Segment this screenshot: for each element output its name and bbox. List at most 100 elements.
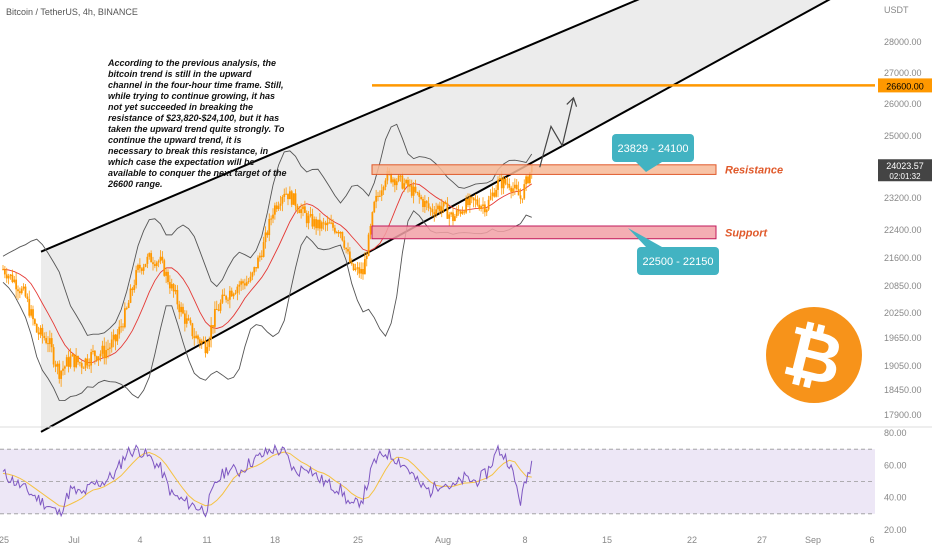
candle-body	[461, 211, 464, 214]
candle-body	[333, 227, 336, 233]
candle-body	[425, 201, 428, 204]
candle-body	[114, 334, 117, 342]
support-callout-tail	[628, 228, 662, 247]
candle-body	[63, 366, 66, 369]
price-axis-tick: 20850.00	[884, 281, 922, 291]
candle-body	[140, 268, 143, 271]
candle-body	[189, 320, 192, 324]
candle-body	[122, 326, 124, 328]
candle-body	[373, 201, 376, 213]
candle-body	[116, 334, 119, 342]
candle-body	[213, 308, 216, 327]
candle-body	[33, 319, 36, 324]
candle-body	[125, 307, 128, 309]
candle-body	[240, 281, 243, 285]
chart-symbol-header: Bitcoin / TetherUS, 4h, BINANCE	[6, 7, 138, 17]
candle-body	[433, 212, 436, 215]
candle-body	[452, 212, 454, 221]
candle-body	[281, 196, 284, 204]
candle-body	[204, 340, 207, 354]
candle-body	[489, 196, 492, 200]
candle-body	[317, 219, 319, 229]
support-callout-text: 22500 - 22150	[643, 256, 714, 268]
candle-body	[285, 193, 288, 195]
candle-body	[446, 203, 449, 219]
support-callout[interactable]	[637, 247, 719, 275]
candle-body	[243, 283, 246, 286]
support-label: Support	[725, 228, 768, 240]
candle-body	[337, 231, 340, 234]
candle-body	[303, 206, 306, 214]
candle-body	[161, 256, 164, 261]
candle-body	[414, 186, 417, 192]
candle-body	[275, 205, 278, 210]
price-axis-tick: 22400.00	[884, 225, 922, 235]
candle-body	[467, 198, 469, 206]
candle-body	[95, 356, 98, 361]
candle-body	[167, 271, 169, 283]
candle-body	[437, 205, 439, 210]
channel-upper-line[interactable]	[40, 0, 875, 253]
candle-body	[253, 267, 256, 273]
candle-body	[309, 214, 312, 216]
support-zone[interactable]	[371, 225, 717, 240]
candle-body	[405, 179, 408, 184]
time-axis-tick: Jul	[68, 535, 80, 545]
candle-body	[474, 199, 477, 201]
bitcoin-logo-icon	[766, 307, 862, 403]
candle-body	[390, 173, 393, 183]
candle-body	[107, 348, 109, 351]
channel-lower-line[interactable]	[40, 0, 875, 433]
candle-body	[45, 338, 48, 344]
candle-body	[504, 178, 507, 184]
candle-body	[382, 187, 385, 191]
candle-body	[350, 262, 353, 264]
candle-body	[182, 306, 184, 314]
candle-body	[26, 296, 29, 299]
price-axis-tick: 20250.00	[884, 308, 922, 318]
candle-body	[270, 218, 273, 220]
candle-body	[455, 210, 458, 217]
candle-body	[15, 279, 18, 290]
candle-body	[11, 274, 14, 282]
candle-body	[157, 261, 160, 263]
candle-body	[371, 212, 374, 226]
candle-body	[247, 281, 250, 283]
candle-body	[330, 222, 333, 224]
candle-body	[39, 327, 42, 335]
candle-body	[155, 262, 158, 267]
candle-body	[375, 195, 378, 202]
candle-body	[515, 184, 518, 189]
candle-body	[75, 355, 78, 368]
candle-body	[463, 211, 466, 213]
candle-body	[500, 178, 503, 189]
candle-body	[262, 242, 265, 257]
candle-body	[429, 207, 432, 210]
candle-body	[298, 209, 301, 214]
resistance-zone[interactable]	[371, 164, 717, 175]
candle-body	[392, 179, 394, 183]
candle-body	[260, 255, 263, 257]
candle-body	[69, 356, 72, 367]
candle-body	[324, 223, 327, 226]
candle-body	[311, 214, 314, 227]
candle-body	[365, 255, 368, 260]
candle-body	[73, 354, 76, 368]
candle-body	[510, 187, 513, 192]
candle-body	[97, 356, 100, 361]
candle-body	[412, 186, 415, 196]
candle-body	[497, 179, 499, 190]
candle-body	[41, 327, 44, 336]
candle-body	[32, 309, 34, 320]
candle-body	[380, 190, 383, 196]
candle-body	[335, 231, 338, 233]
candle-body	[448, 214, 451, 219]
candle-body	[110, 339, 113, 348]
candle-body	[71, 354, 74, 357]
candle-body	[288, 191, 291, 200]
resistance-callout[interactable]	[612, 134, 694, 162]
candle-body	[279, 203, 282, 206]
rsi-line	[2, 443, 533, 518]
